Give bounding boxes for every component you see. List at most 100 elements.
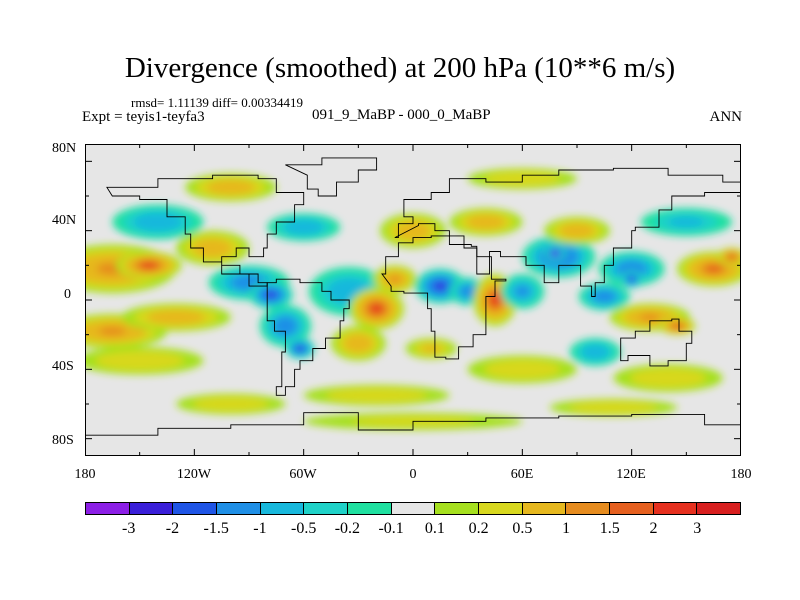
divergence-cell (598, 251, 665, 287)
lat-label-0: 0 (64, 287, 71, 302)
contour-level (491, 295, 499, 305)
divergence-cell (185, 173, 277, 202)
colorbar-swatch (304, 503, 349, 514)
divergence-cell (303, 384, 450, 406)
divergence-cell (620, 270, 643, 288)
divergence-cell (115, 251, 182, 280)
coastline-eurasia (394, 167, 741, 297)
contour-level (279, 320, 292, 332)
contour-level (98, 326, 126, 336)
divergence-cell (544, 216, 610, 245)
contour-level (500, 363, 544, 375)
divergence-cell (249, 280, 293, 309)
colorbar-tick-label: 0.5 (512, 520, 533, 537)
colorbar-tick-label: 2 (649, 520, 658, 537)
lon-label-180e: 180 (730, 467, 752, 482)
divergence-cell (85, 346, 204, 375)
lon-label-60e: 60E (510, 467, 534, 482)
divergence-cell (372, 265, 417, 294)
colorbar-swatch (173, 503, 218, 514)
divergence-cell (176, 393, 286, 415)
contour-level (266, 292, 275, 298)
colorbar-tick-label: -0.1 (378, 520, 404, 537)
contour-level (706, 265, 722, 273)
contour-level (217, 183, 245, 192)
divergence-cell (613, 364, 723, 392)
divergence-cell (380, 213, 446, 248)
contour-level (435, 283, 445, 290)
divergence-cell (121, 303, 231, 332)
divergence-cell (544, 244, 567, 262)
divergence-cell (549, 398, 678, 417)
case-label: 091_9_MaBP - 000_0_MaBP (312, 107, 491, 123)
contour-level (403, 225, 423, 236)
contour-level (350, 338, 367, 349)
colorbar-swatch (653, 503, 698, 514)
divergence-cell (500, 274, 545, 309)
colorbar (85, 502, 741, 515)
colorbar-tick-label: -3 (122, 520, 136, 537)
contour-level (201, 242, 224, 254)
contour-level (629, 277, 634, 281)
contour-level (640, 313, 660, 321)
contour-level (474, 217, 497, 227)
divergence-cell (112, 204, 204, 240)
colorbar-tick-label: 1.5 (599, 520, 620, 537)
colorbar-swatch (522, 503, 567, 514)
contour-level (588, 404, 639, 411)
stats-line: rmsd= 1.11139 diff= 0.00334419 (131, 95, 303, 110)
colorbar-tick-label: 0.1 (424, 520, 445, 537)
divergence-cell (449, 208, 523, 236)
divergence-cell (659, 317, 696, 335)
lon-label-120e: 120E (616, 467, 646, 482)
contour-level (587, 347, 603, 357)
lon-label-0: 0 (409, 467, 417, 482)
contour-level (673, 324, 681, 328)
contour-level (114, 355, 165, 367)
contour-level (646, 372, 690, 384)
colorbar-tick-label: -1 (253, 520, 267, 537)
divergence-cell (467, 355, 577, 384)
colorbar-tick-label: 0.2 (468, 520, 489, 537)
divergence-cell (578, 282, 630, 311)
colorbar-tick-label: -1.5 (203, 520, 229, 537)
coastline-australia (620, 318, 693, 367)
contour-level (347, 391, 406, 400)
contour-level (389, 275, 401, 283)
divergence-cell (717, 248, 741, 266)
colorbar-tick-label: 1 (562, 520, 571, 537)
divergence-cell (640, 208, 732, 236)
colorbar-swatch (217, 503, 261, 514)
contour-level (598, 293, 611, 300)
season-label: ANN (709, 109, 743, 125)
contour-level (553, 251, 557, 255)
coastline-antarctica (85, 412, 741, 436)
coastline-north-america (106, 174, 305, 287)
experiment-label: Expt = teyis1-teyfa3 (82, 109, 205, 125)
contour-level (142, 262, 155, 268)
contour-level (668, 216, 705, 228)
contour-level (371, 304, 382, 313)
lon-label-60w: 60W (289, 467, 317, 482)
colorbar-swatch (697, 503, 741, 514)
contour-level (144, 216, 172, 228)
colorbar-tick-label: -0.2 (334, 520, 361, 537)
colorbar-swatch (86, 503, 130, 514)
divergence-cell (267, 213, 341, 242)
contour-level (421, 344, 442, 353)
contour-level (292, 223, 315, 232)
lat-label-40s: 40S (52, 359, 74, 374)
divergence-cell (285, 338, 315, 359)
plot-title: Divergence (smoothed) at 200 hPa (10**6 … (124, 52, 676, 84)
contour-level (515, 286, 529, 297)
divergence-cell (259, 305, 311, 347)
lat-label-80n: 80N (52, 141, 77, 156)
coastline-africa (381, 235, 507, 360)
colorbar-tick-label: -2 (165, 520, 180, 537)
contour-level (729, 255, 735, 259)
colorbar-swatch (260, 503, 305, 514)
divergence-map (85, 144, 741, 456)
contour-level (337, 283, 362, 299)
contour-level (567, 226, 587, 235)
colorbar-swatch (129, 503, 174, 514)
